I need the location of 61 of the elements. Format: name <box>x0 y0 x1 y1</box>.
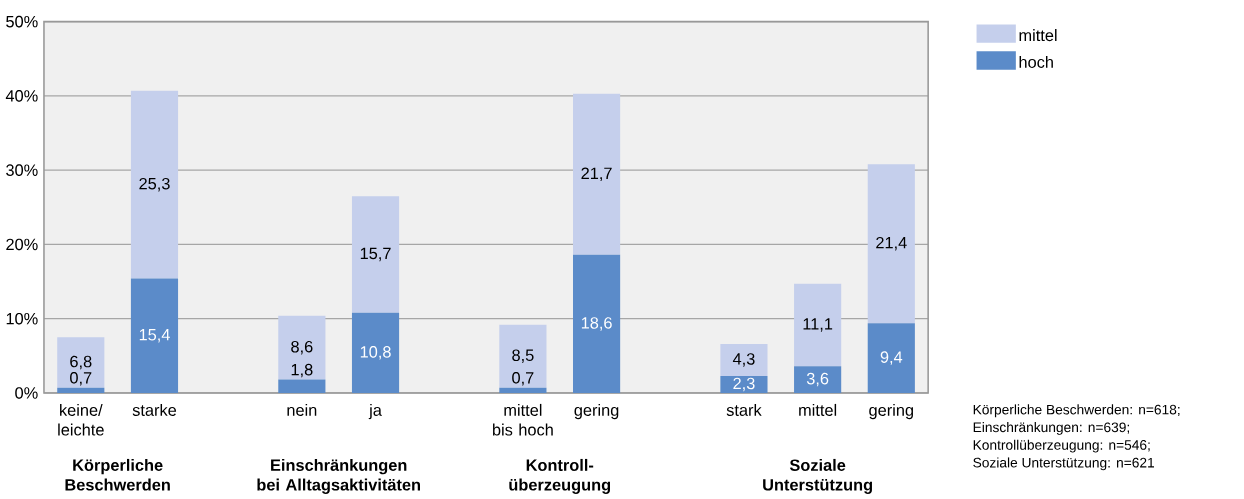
data-label: 18,6 <box>581 316 612 331</box>
data-label: 10,8 <box>360 345 391 360</box>
y-tick-label: 0% <box>15 386 38 399</box>
bar <box>499 387 547 393</box>
data-label: 0,7 <box>70 371 92 386</box>
bar <box>130 278 179 393</box>
y-tick-label: 40% <box>5 89 38 102</box>
data-label: 21,4 <box>876 236 907 251</box>
data-label: 4,3 <box>732 352 755 367</box>
bar <box>867 322 915 393</box>
bar <box>573 254 621 393</box>
data-label: 15,4 <box>139 328 170 343</box>
data-label: 0,7 <box>512 371 534 386</box>
y-tick-label: 10% <box>6 312 38 325</box>
x-tick-label: nein <box>287 403 317 416</box>
y-tick-label: 30% <box>6 164 38 176</box>
data-label: 15,7 <box>360 247 391 261</box>
x-tick-label: gering <box>869 403 913 419</box>
data-label: 3,6 <box>806 372 829 387</box>
data-label: 1,8 <box>291 363 313 378</box>
bar <box>278 379 326 393</box>
data-label: 2,3 <box>733 377 755 391</box>
text: Kontroll-überzeugung <box>509 458 611 494</box>
text: Einschränkungen bei Alltagsaktivitäten <box>257 458 420 494</box>
bar <box>57 337 105 388</box>
y-tick-label: 20% <box>6 238 38 251</box>
bar <box>720 343 768 376</box>
bar <box>720 375 768 393</box>
x-tick-label: mittel <box>799 403 837 416</box>
bar <box>57 387 105 393</box>
legend-label: mittel <box>1019 28 1057 41</box>
legend-label: hoch <box>1019 55 1053 68</box>
bar <box>867 164 915 323</box>
data-label: 25,3 <box>139 177 170 192</box>
data-label: 21,7 <box>581 167 612 181</box>
x-tick-label: mittel bis hoch <box>493 403 553 436</box>
bar <box>278 315 326 380</box>
text: Einschränkungen: n=639; <box>973 421 1130 435</box>
bar <box>351 195 400 313</box>
text: Kontrollüberzeugung: n=546; <box>973 439 1150 453</box>
x-tick-label: stark <box>726 403 762 416</box>
data-label: 11,1 <box>803 318 833 332</box>
x-tick-label: keine/ leichte <box>58 403 104 436</box>
x-tick-label: ja <box>368 403 382 419</box>
x-tick-label: gering <box>574 403 619 419</box>
text: Körperliche Beschwerden: n=618; <box>973 404 1180 417</box>
x-tick-label: starke <box>132 403 177 416</box>
bar <box>794 366 842 393</box>
bar <box>351 312 400 393</box>
text: Soziale Unterstützung <box>763 458 873 494</box>
data-label: 6,8 <box>70 355 92 370</box>
text: Soziale Unterstützung: n=621 <box>973 457 1155 471</box>
y-tick-label: 50% <box>6 15 38 28</box>
text: Körperliche Beschwerden <box>65 458 170 491</box>
data-label: 9,4 <box>880 351 903 365</box>
bar <box>573 93 621 255</box>
data-label: 8,6 <box>291 340 313 355</box>
data-label: 8,5 <box>512 349 534 363</box>
bar <box>499 324 547 388</box>
bar <box>794 283 842 367</box>
bar <box>130 90 179 279</box>
